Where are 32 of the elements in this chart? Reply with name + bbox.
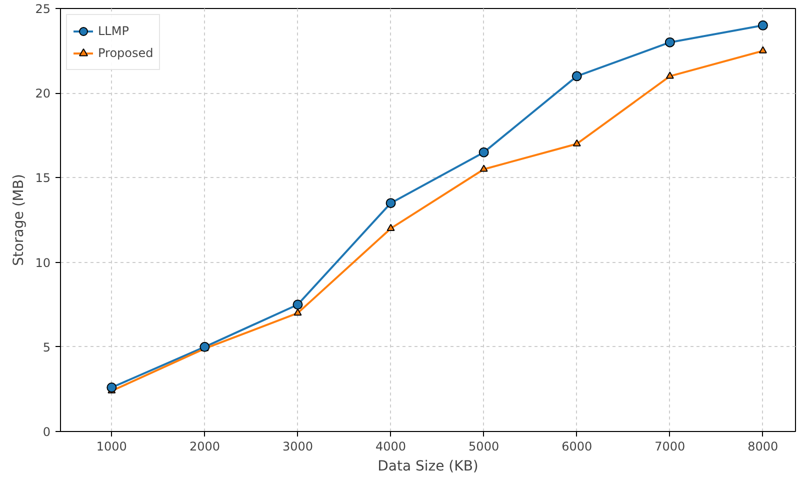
x-tick-label: 8000 xyxy=(748,440,778,454)
y-tick-label: 15 xyxy=(35,171,51,186)
y-tick-label: 5 xyxy=(42,340,51,354)
point xyxy=(480,164,488,172)
point xyxy=(292,300,303,310)
y-tick-label: 10 xyxy=(35,256,51,270)
x-tick-label: 5000 xyxy=(468,440,500,454)
point xyxy=(664,37,675,48)
y-axis-title: Storage (MB) xyxy=(11,174,28,266)
point xyxy=(200,342,210,352)
x-tick-label: 4000 xyxy=(376,440,406,454)
legend-label: Proposed xyxy=(98,46,154,60)
point xyxy=(478,147,489,158)
y-tick-label: 0 xyxy=(42,425,51,439)
y-tick-label: 25 xyxy=(35,2,51,16)
x-axis-title: Data Size (KB) xyxy=(378,458,478,474)
point xyxy=(572,139,581,146)
x-tick-label: 3000 xyxy=(282,440,314,454)
point xyxy=(386,198,396,208)
x-tick-label: 1000 xyxy=(96,440,127,454)
y-tick-label: 20 xyxy=(35,86,51,101)
point xyxy=(294,308,302,316)
point xyxy=(758,46,767,54)
point xyxy=(572,71,582,82)
point xyxy=(758,20,768,30)
x-tick-label: 6000 xyxy=(562,440,592,454)
legend-label: LLMP xyxy=(98,24,129,38)
x-tick-label: 7000 xyxy=(654,440,686,454)
point xyxy=(386,224,395,231)
point xyxy=(666,72,674,79)
x-tick-label: 2000 xyxy=(189,440,220,454)
point xyxy=(106,382,117,392)
